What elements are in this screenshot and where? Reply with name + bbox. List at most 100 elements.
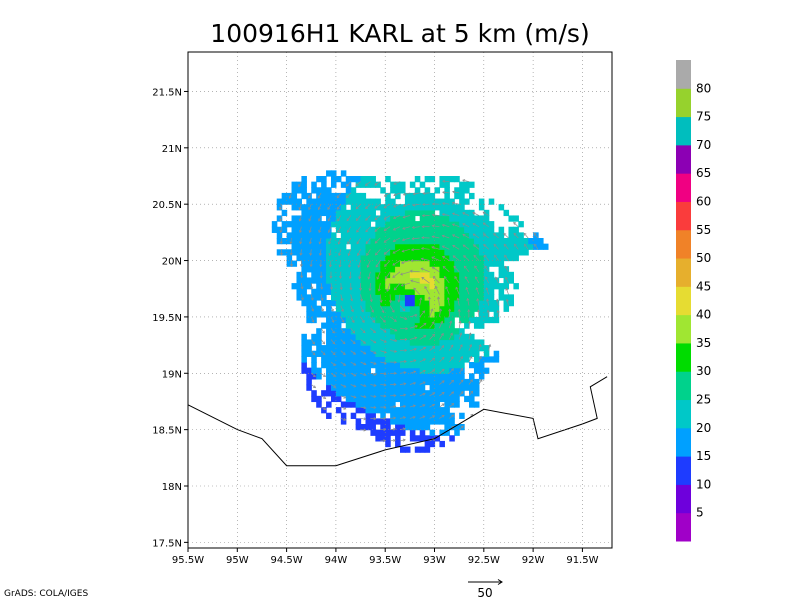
wind-cell [370, 176, 376, 183]
wind-cell [330, 384, 337, 391]
wind-vector-head [342, 330, 345, 334]
wind-vector-head [473, 244, 476, 248]
wind-cell [419, 288, 426, 295]
wind-cell [400, 356, 406, 363]
wind-cell [464, 221, 470, 228]
wind-cell [454, 215, 460, 222]
colorbar-label: 45 [696, 279, 711, 293]
wind-cell [355, 204, 362, 211]
wind-cell [370, 412, 376, 419]
wind-cell [375, 407, 381, 414]
wind-cell [439, 339, 445, 346]
wind-vector [399, 439, 406, 442]
wind-cell [424, 339, 431, 346]
wind-vector-head [410, 248, 414, 252]
wind-vector [378, 283, 381, 292]
wind-vector-head [441, 212, 445, 216]
wind-cell [321, 362, 327, 369]
wind-cell [360, 283, 367, 290]
wind-cell [345, 362, 352, 369]
wind-cell [326, 226, 332, 233]
x-tick-label: 93W [423, 555, 446, 566]
wind-cell [296, 221, 302, 228]
wind-cell [390, 254, 396, 262]
wind-cell [444, 181, 450, 188]
wind-vector [328, 226, 332, 233]
wind-vector [308, 192, 312, 199]
wind-vector-head [449, 332, 453, 336]
wind-cell [483, 356, 490, 363]
wind-vector [475, 276, 480, 284]
wind-vector [468, 344, 472, 351]
wind-cell [444, 192, 450, 200]
wind-vector [384, 226, 391, 231]
wind-cell [444, 249, 450, 256]
wind-vector [298, 181, 302, 187]
wind-cell [444, 311, 450, 318]
wind-cell [385, 429, 391, 436]
wind-cell [478, 316, 485, 324]
wind-cell [409, 204, 416, 211]
wind-cell [503, 305, 510, 312]
wind-cell [400, 209, 406, 217]
wind-cell [429, 407, 436, 414]
wind-vector [318, 204, 322, 210]
wind-cell [326, 221, 332, 228]
wind-cell [469, 260, 475, 267]
wind-vector-head [367, 276, 371, 280]
wind-cell [473, 249, 480, 256]
wind-cell [385, 305, 391, 312]
wind-cell [469, 226, 475, 233]
wind-cell [449, 418, 455, 425]
wind-cell [296, 294, 302, 301]
wind-cell [321, 187, 327, 194]
wind-vector [330, 361, 336, 366]
wind-cell [409, 238, 416, 245]
wind-cell [478, 311, 485, 318]
wind-cell [464, 333, 470, 341]
wind-cell [286, 249, 293, 256]
wind-cell [424, 311, 431, 318]
wind-cell [400, 333, 406, 341]
wind-cell [419, 226, 426, 233]
wind-cell [473, 345, 480, 352]
wind-cell [326, 283, 332, 290]
wind-cell [286, 254, 293, 262]
wind-vector [340, 418, 346, 421]
wind-vector-head [486, 309, 490, 313]
wind-cell [493, 260, 500, 267]
wind-cell [380, 401, 386, 408]
wind-vector [340, 294, 343, 301]
wind-cell [400, 288, 406, 295]
wind-vector [370, 384, 377, 387]
wind-cell [429, 300, 436, 307]
wind-cell [291, 226, 298, 233]
wind-cell [316, 339, 322, 346]
wind-cell [434, 198, 441, 205]
wind-vector [320, 294, 323, 301]
wind-vector-head [331, 319, 335, 323]
wind-vector-head [452, 245, 456, 248]
wind-cell [473, 226, 480, 233]
wind-vector-head [402, 204, 406, 208]
wind-vector-head [343, 362, 347, 366]
wind-vector-head [403, 393, 407, 397]
wind-vector [280, 226, 283, 233]
wind-cell [326, 277, 332, 284]
wind-cell [370, 418, 376, 425]
wind-cell [355, 362, 362, 369]
wind-vector [376, 271, 381, 280]
wind-cell [414, 401, 421, 408]
wind-cell [424, 209, 431, 217]
wind-cell [355, 254, 362, 262]
wind-vector [449, 380, 454, 385]
wind-cell [414, 294, 421, 301]
wind-vector [347, 226, 352, 233]
wind-cell [478, 260, 485, 267]
wind-cell [459, 249, 465, 256]
wind-cell [449, 339, 455, 346]
wind-cell [360, 424, 367, 431]
wind-vector-head [432, 333, 435, 337]
wind-cell [326, 187, 332, 194]
wind-vector [309, 226, 312, 233]
